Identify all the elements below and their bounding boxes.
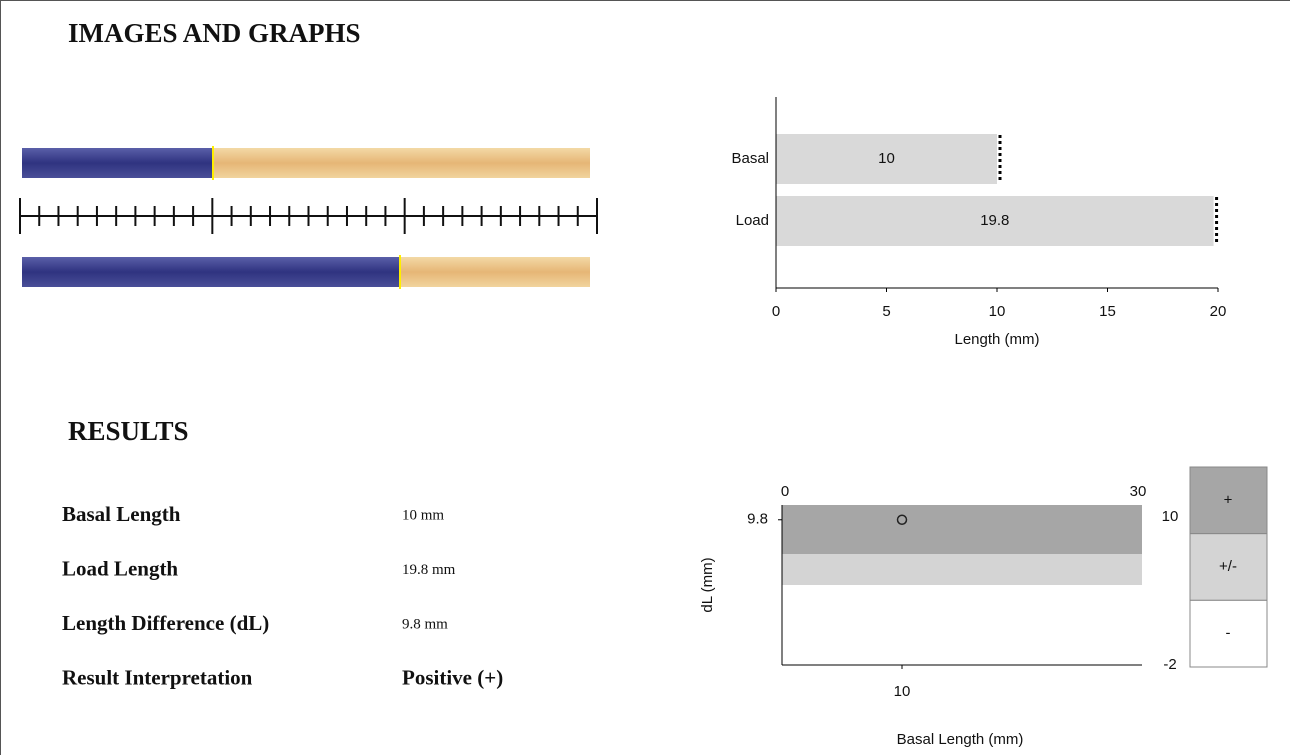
zone: [782, 554, 1142, 585]
section-title: IMAGES AND GRAPHS: [68, 18, 361, 48]
result-value: 19.8 mm: [402, 562, 456, 578]
zone-label: -: [1226, 625, 1231, 642]
x-tick-label: 20: [1210, 303, 1227, 320]
result-label: Load Length: [62, 556, 178, 580]
category-label: Load: [736, 212, 769, 229]
value-label: 19.8: [980, 212, 1009, 229]
rod-blue: [22, 148, 213, 178]
x-axis-label: Length (mm): [954, 331, 1039, 348]
ruler: [19, 198, 598, 234]
rod-images: [19, 146, 598, 289]
zone: [782, 505, 1142, 555]
x-axis-label: Basal Length (mm): [897, 731, 1024, 748]
bar: [776, 134, 997, 184]
zone-legend: [1189, 533, 1268, 601]
y-tick-label: 9.8: [747, 511, 768, 528]
zone: [782, 585, 1142, 665]
top-tick-label: 30: [1130, 483, 1147, 500]
point: [896, 514, 908, 526]
x-tick-label: 15: [1099, 303, 1116, 320]
bar: [776, 196, 1214, 246]
x-tick-label: 0: [772, 303, 780, 320]
zone-label: +/-: [1219, 558, 1237, 575]
x-tick-label: 5: [882, 303, 890, 320]
zone-tick: -2: [1163, 656, 1176, 673]
zone-tick: 10: [1162, 508, 1179, 525]
result-value: 9.8 mm: [402, 616, 448, 632]
y-axis-label: dL (mm): [699, 557, 716, 612]
result-value: 10 mm: [402, 507, 444, 523]
zone-label: +: [1224, 491, 1233, 508]
result-label: Result Interpretation: [62, 665, 253, 689]
value-label: 10: [878, 150, 895, 167]
section-title: RESULTS: [68, 416, 189, 446]
result-label: Length Difference (dL): [62, 611, 269, 635]
zone-legend: [1189, 599, 1268, 668]
result-label: Basal Length: [62, 502, 181, 526]
zone-legend: [1189, 466, 1268, 535]
result-value: Positive (+): [402, 665, 503, 689]
x-tick-label: 10: [894, 683, 911, 700]
category-label: Basal: [731, 150, 769, 167]
x-tick-label: 10: [989, 303, 1006, 320]
rod-blue: [22, 257, 400, 287]
top-tick-label: 0: [781, 483, 789, 500]
